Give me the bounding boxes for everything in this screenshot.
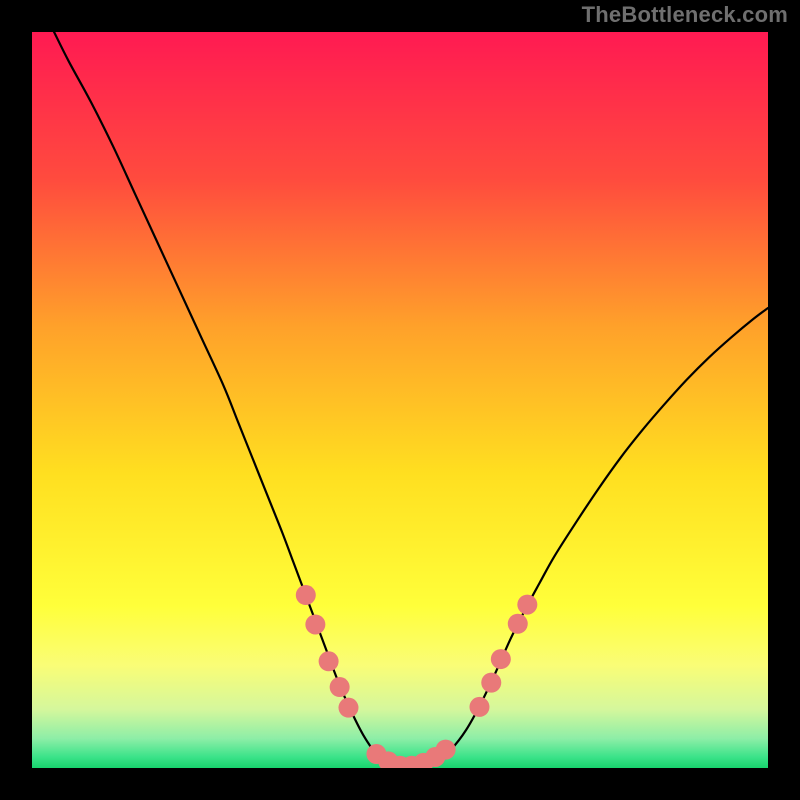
- watermark-text: TheBottleneck.com: [582, 2, 788, 28]
- curve-marker-dot: [296, 585, 316, 605]
- curve-marker-dot: [481, 673, 501, 693]
- curve-marker-dot: [517, 595, 537, 615]
- curve-marker-dot: [508, 614, 528, 634]
- bottleneck-curve: [54, 32, 768, 768]
- curve-marker-dot: [469, 697, 489, 717]
- curve-marker-dot: [436, 740, 456, 760]
- curve-marker-dot: [491, 649, 511, 669]
- curve-marker-dot: [305, 614, 325, 634]
- curve-marker-dot: [338, 698, 358, 718]
- curve-marker-dot: [330, 677, 350, 697]
- chart-frame: TheBottleneck.com: [0, 0, 800, 800]
- chart-overlay-svg: [0, 0, 800, 800]
- curve-marker-dot: [319, 651, 339, 671]
